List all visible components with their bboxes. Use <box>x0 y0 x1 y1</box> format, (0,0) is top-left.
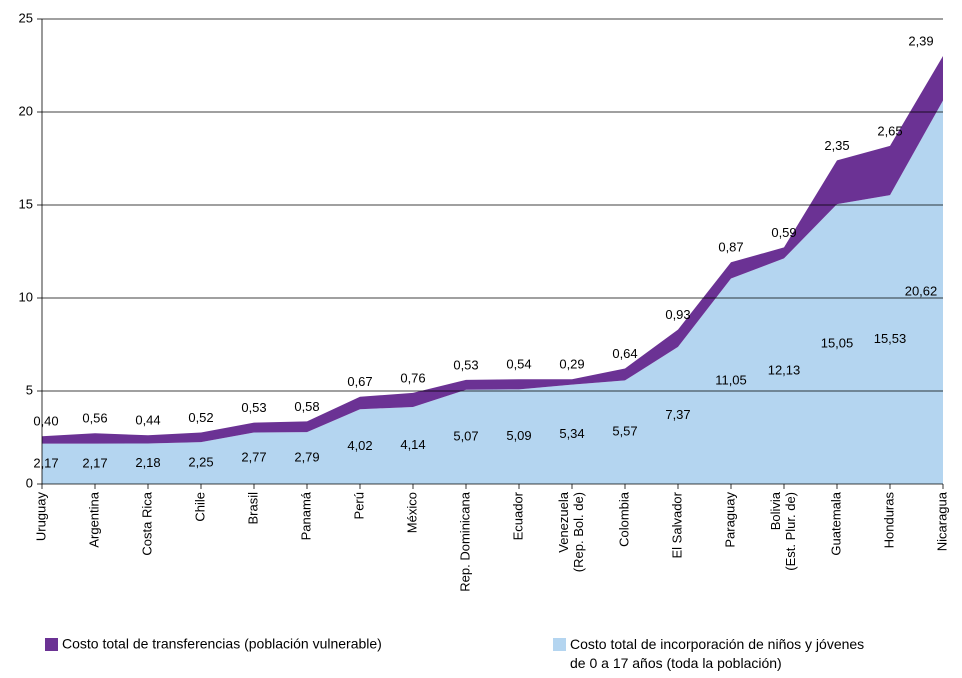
x-tick-label: Costa Rica <box>139 491 154 555</box>
data-label: 0,64 <box>612 346 637 361</box>
y-tick-label: 10 <box>19 289 33 304</box>
data-label: 0,52 <box>188 410 213 425</box>
x-tick-label: Ecuador <box>510 491 525 540</box>
x-tick-label: Paraguay <box>722 492 737 548</box>
data-label: 0,56 <box>82 411 107 426</box>
data-label: 0,29 <box>559 357 584 372</box>
data-label: 0,53 <box>453 357 478 372</box>
legend-label-line: Costo total de incorporación de niños y … <box>570 636 864 652</box>
data-label: 0,53 <box>241 400 266 415</box>
data-label: 2,35 <box>824 138 849 153</box>
legend-label-line: de 0 a 17 años (toda la población) <box>570 655 782 671</box>
x-tick-label: Brasil <box>245 492 260 525</box>
data-label: 5,07 <box>453 428 478 443</box>
data-label: 15,53 <box>874 331 907 346</box>
x-tick-label: Colombia <box>616 491 631 547</box>
data-label: 12,13 <box>768 363 801 378</box>
x-tick-label: Venezuela(Rep. Bol. de) <box>556 491 586 572</box>
x-tick-label: Uruguay <box>33 492 48 542</box>
legend-label: Costo total de incorporación de niños y … <box>570 636 864 671</box>
x-tick-label: Perú <box>351 492 366 519</box>
x-tick-label: Panamá <box>298 491 313 540</box>
data-label: 0,87 <box>718 240 743 255</box>
data-label: 4,02 <box>347 438 372 453</box>
area <box>42 100 943 484</box>
data-label: 11,05 <box>715 373 747 388</box>
data-label: 0,67 <box>347 374 372 389</box>
y-tick-label: 20 <box>19 103 33 118</box>
y-tick-label: 15 <box>19 196 33 211</box>
data-label: 20,62 <box>905 284 938 299</box>
data-label: 0,40 <box>33 414 58 429</box>
data-label: 15,05 <box>821 335 854 350</box>
data-label: 0,59 <box>771 225 796 240</box>
legend-swatch <box>45 638 58 651</box>
x-tick-label: Nicaragua <box>934 491 949 551</box>
legend-label: Costo total de transferencias (población… <box>62 636 382 652</box>
x-tick-label: Rep. Dominicana <box>457 491 472 591</box>
data-label: 7,37 <box>665 407 690 422</box>
data-label: 2,65 <box>877 123 902 138</box>
x-tick-label: Argentina <box>86 491 101 547</box>
data-label: 0,54 <box>506 357 531 372</box>
data-label: 2,39 <box>908 33 933 48</box>
x-tick-label: Honduras <box>881 492 896 549</box>
data-label: 5,34 <box>559 426 584 441</box>
data-label: 2,17 <box>82 455 107 470</box>
x-tick-label: México <box>404 492 419 533</box>
data-label: 2,77 <box>241 450 266 465</box>
x-tick-label: Bolivia(Est. Plur. de) <box>768 491 798 571</box>
data-label: 2,17 <box>33 455 58 470</box>
y-tick-label: 25 <box>19 10 33 25</box>
x-tick-label-line: (Rep. Bol. de) <box>571 492 586 572</box>
x-tick-label: Guatemala <box>828 491 843 555</box>
data-label: 2,18 <box>135 455 160 470</box>
x-tick-label: El Salvador <box>669 491 684 558</box>
data-label: 0,58 <box>294 399 319 414</box>
x-tick-label: Chile <box>192 492 207 522</box>
data-label: 0,44 <box>135 413 160 428</box>
data-label: 5,09 <box>506 428 531 443</box>
x-tick-label-line: Bolivia <box>768 491 783 530</box>
x-tick-label-line: (Est. Plur. de) <box>783 492 798 571</box>
data-label: 0,93 <box>665 307 690 322</box>
legend-swatch <box>553 638 566 651</box>
data-label: 0,76 <box>400 370 425 385</box>
data-label: 2,25 <box>188 455 213 470</box>
data-label: 2,79 <box>294 449 319 464</box>
y-tick-label: 5 <box>26 382 33 397</box>
x-tick-label-line: Venezuela <box>556 491 571 552</box>
data-label: 4,14 <box>400 437 425 452</box>
y-tick-label: 0 <box>26 475 33 490</box>
data-label: 5,57 <box>612 424 637 439</box>
